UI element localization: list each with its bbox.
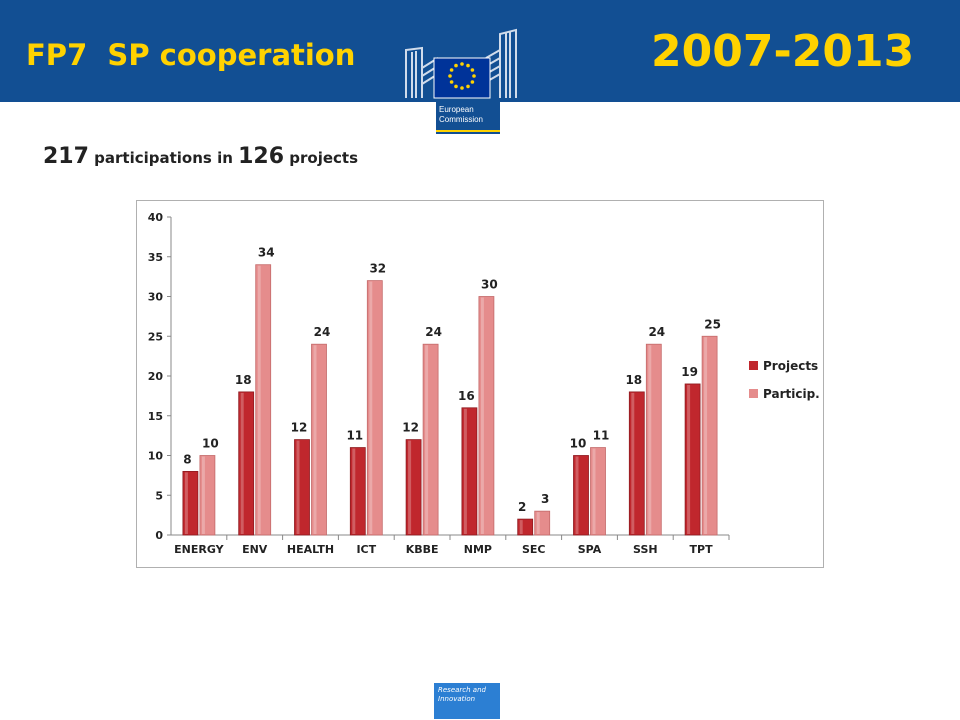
bar-particip [590,447,606,536]
bar-highlight [184,472,188,534]
summary-text-1: participations in [88,149,239,167]
data-label: 8 [183,452,191,466]
data-label: 2 [518,500,526,514]
x-tick-label: SPA [578,543,602,556]
period-title: 2007-2013 [651,26,915,77]
y-tick-label: 40 [148,211,164,224]
bar-particip [255,264,272,536]
bar-particip [366,280,383,536]
x-tick-label: ICT [356,543,376,556]
x-tick-label: SSH [633,543,658,556]
data-label: 19 [681,365,698,379]
bar-projects [294,439,310,536]
footer-line-1: Research and [438,686,486,694]
european-commission-logo: European Commission [405,28,517,134]
bar-highlight [575,456,579,534]
header-banner: FP7 SP cooperation 2007-2013 [0,0,960,102]
bar-highlight [425,345,429,534]
data-label: 24 [648,325,665,339]
legend-label: Projects [763,359,818,373]
bar-chart: 0 5 10 15 20 25 30 35 40 ENERGY 8 10 ENV 18 34 HEALTH 12… [148,211,820,556]
bar-particip [645,343,662,536]
y-tick-label: 35 [148,251,163,264]
x-tick-label: TPT [690,543,714,556]
x-tick-label: ENV [242,543,268,556]
bar-projects [628,391,645,536]
bar-particip [534,510,551,536]
data-label: 34 [258,246,275,260]
footer-line-2: Innovation [438,695,476,703]
participation-summary: 217 participations in 126 projects [43,144,358,169]
bar-highlight [704,337,708,534]
data-label: 24 [425,325,442,339]
bar-highlight [352,448,356,534]
data-label: 32 [369,262,386,276]
bar-highlight [257,265,261,534]
x-tick-label: SEC [522,543,546,556]
data-label: 18 [625,373,642,387]
bar-highlight [536,512,540,534]
bar-projects [573,455,589,536]
data-label: 11 [593,429,610,443]
data-label: 10 [202,437,219,451]
x-tick-label: NMP [464,543,492,556]
y-tick-label: 20 [148,370,164,383]
x-tick-label: HEALTH [287,543,334,556]
bar-projects [349,447,366,536]
y-tick-label: 0 [155,529,163,542]
legend-label: Particip. [763,387,820,401]
legend-swatch [749,389,758,398]
research-innovation-badge: Research and Innovation [434,683,500,719]
bar-particip [311,343,327,536]
y-tick-label: 10 [148,450,164,463]
bar-chart-panel: 0 5 10 15 20 25 30 35 40 ENERGY 8 10 ENV 18 34 HEALTH 12… [136,200,824,568]
data-label: 16 [458,389,475,403]
bar-projects [405,439,422,536]
bar-highlight [313,345,317,534]
bar-highlight [687,384,691,534]
y-tick-label: 5 [155,489,163,502]
projects-count: 126 [238,144,285,169]
bar-highlight [631,392,635,534]
bar-particip [701,335,718,536]
bar-highlight [408,440,412,534]
bar-particip [199,455,216,536]
data-label: 3 [541,492,549,506]
data-label: 12 [291,421,308,435]
data-label: 30 [481,278,498,292]
bar-highlight [240,392,244,534]
bar-projects [517,518,534,536]
bar-highlight [592,448,596,534]
bar-particip [422,343,439,536]
x-tick-label: ENERGY [174,543,224,556]
bar-highlight [463,408,467,534]
y-tick-label: 25 [148,330,163,343]
summary-text-2: projects [284,149,359,167]
bar-projects [238,391,255,536]
bar-projects [461,407,478,536]
bar-projects [684,383,701,536]
logo-text-european: European [439,105,474,114]
x-tick-label: KBBE [406,543,439,556]
bar-highlight [480,297,484,534]
data-label: 24 [314,325,331,339]
data-label: 10 [570,437,587,451]
participations-count: 217 [43,144,89,169]
logo-text-commission: Commission [439,115,483,124]
bar-highlight [369,281,373,534]
slide-title: FP7 SP cooperation [26,38,356,72]
bar-highlight [648,345,652,534]
y-tick-label: 30 [148,291,164,304]
bar-particip [478,296,495,536]
bar-projects [182,470,199,536]
bar-highlight [519,520,523,534]
data-label: 12 [402,421,419,435]
data-label: 18 [235,373,252,387]
data-label: 25 [704,317,721,331]
bar-highlight [296,440,300,534]
data-label: 11 [346,429,363,443]
y-tick-label: 15 [148,410,163,423]
legend-swatch [749,361,758,370]
bar-highlight [201,456,205,534]
